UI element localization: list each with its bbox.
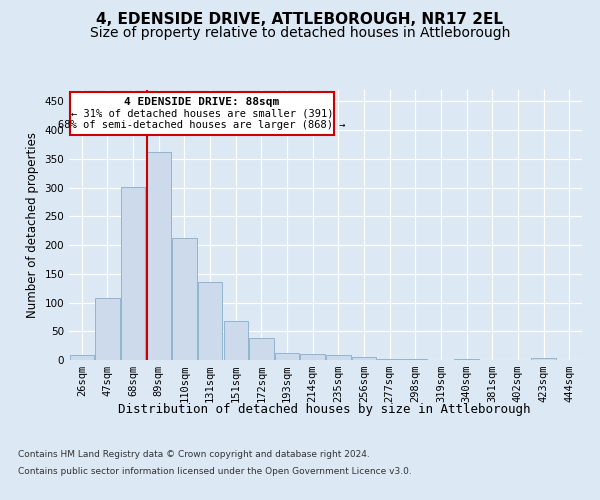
Text: 68% of semi-detached houses are larger (868) →: 68% of semi-detached houses are larger (… bbox=[58, 120, 346, 130]
Bar bbox=[275, 352, 299, 360]
Bar bbox=[326, 355, 350, 360]
Text: Size of property relative to detached houses in Attleborough: Size of property relative to detached ho… bbox=[90, 26, 510, 40]
Text: 4, EDENSIDE DRIVE, ATTLEBOROUGH, NR17 2EL: 4, EDENSIDE DRIVE, ATTLEBOROUGH, NR17 2E… bbox=[97, 12, 503, 28]
FancyBboxPatch shape bbox=[70, 92, 334, 135]
Bar bbox=[70, 356, 94, 360]
Bar bbox=[224, 321, 248, 360]
Bar bbox=[454, 359, 479, 360]
Text: 4 EDENSIDE DRIVE: 88sqm: 4 EDENSIDE DRIVE: 88sqm bbox=[124, 96, 280, 106]
Bar bbox=[403, 359, 427, 360]
Text: Contains HM Land Registry data © Crown copyright and database right 2024.: Contains HM Land Registry data © Crown c… bbox=[18, 450, 370, 459]
Bar bbox=[352, 356, 376, 360]
Bar bbox=[121, 186, 145, 360]
Bar bbox=[301, 354, 325, 360]
Bar bbox=[95, 298, 119, 360]
Text: Contains public sector information licensed under the Open Government Licence v3: Contains public sector information licen… bbox=[18, 468, 412, 476]
Bar bbox=[198, 282, 222, 360]
Text: Distribution of detached houses by size in Attleborough: Distribution of detached houses by size … bbox=[118, 402, 530, 415]
Bar bbox=[172, 238, 197, 360]
Bar bbox=[377, 359, 402, 360]
Bar bbox=[532, 358, 556, 360]
Y-axis label: Number of detached properties: Number of detached properties bbox=[26, 132, 39, 318]
Bar bbox=[249, 338, 274, 360]
Text: ← 31% of detached houses are smaller (391): ← 31% of detached houses are smaller (39… bbox=[71, 108, 333, 118]
Bar bbox=[146, 152, 171, 360]
